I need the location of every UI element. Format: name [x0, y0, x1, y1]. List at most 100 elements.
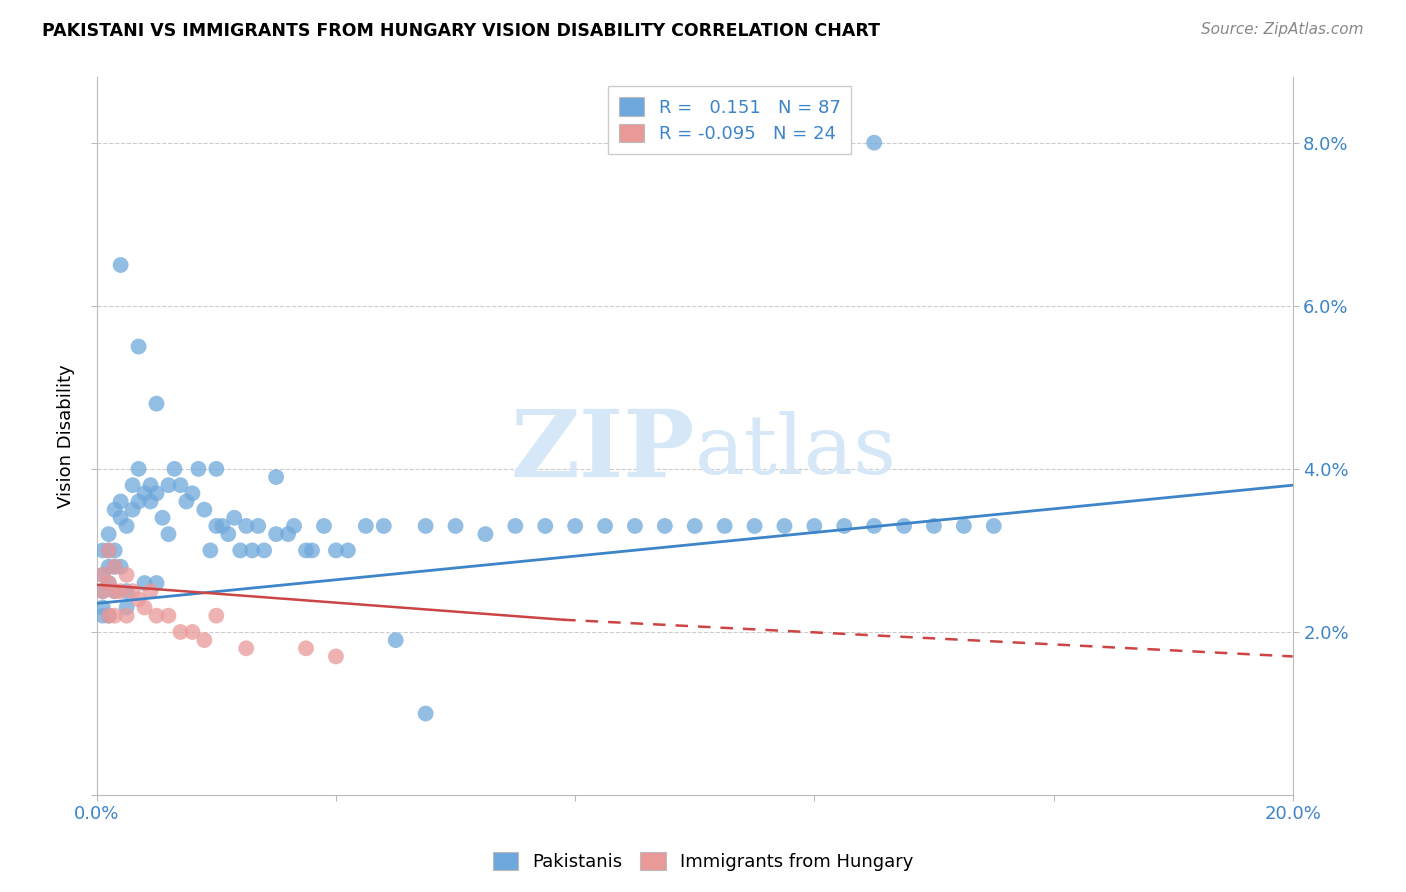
Point	[104, 608, 127, 623]
Point	[301, 543, 323, 558]
Point	[157, 478, 180, 492]
Point	[295, 641, 318, 656]
Point	[91, 600, 114, 615]
Point	[474, 527, 496, 541]
Point	[505, 519, 527, 533]
Point	[624, 519, 647, 533]
Point	[181, 624, 204, 639]
Point	[205, 462, 228, 476]
Legend: Pakistanis, Immigrants from Hungary: Pakistanis, Immigrants from Hungary	[485, 845, 921, 879]
Text: ZIP: ZIP	[510, 406, 695, 496]
Point	[863, 519, 886, 533]
Point	[115, 567, 138, 582]
Point	[277, 527, 299, 541]
Point	[104, 559, 127, 574]
Point	[354, 519, 377, 533]
Point	[139, 584, 162, 599]
Point	[115, 608, 138, 623]
Point	[193, 633, 215, 648]
Point	[104, 502, 127, 516]
Point	[713, 519, 735, 533]
Text: Source: ZipAtlas.com: Source: ZipAtlas.com	[1201, 22, 1364, 37]
Point	[152, 510, 174, 524]
Point	[863, 136, 886, 150]
Point	[145, 576, 167, 591]
Point	[134, 576, 156, 591]
Point	[229, 543, 252, 558]
Point	[104, 584, 127, 599]
Point	[115, 519, 138, 533]
Point	[336, 543, 359, 558]
Point	[97, 608, 120, 623]
Point	[110, 559, 132, 574]
Point	[205, 608, 228, 623]
Point	[115, 584, 138, 599]
Point	[169, 478, 191, 492]
Point	[181, 486, 204, 500]
Point	[91, 584, 114, 599]
Point	[110, 494, 132, 508]
Point	[240, 543, 263, 558]
Point	[139, 478, 162, 492]
Point	[121, 478, 143, 492]
Point	[145, 486, 167, 500]
Text: PAKISTANI VS IMMIGRANTS FROM HUNGARY VISION DISABILITY CORRELATION CHART: PAKISTANI VS IMMIGRANTS FROM HUNGARY VIS…	[42, 22, 880, 40]
Point	[683, 519, 706, 533]
Point	[247, 519, 270, 533]
Point	[91, 567, 114, 582]
Point	[97, 527, 120, 541]
Point	[325, 543, 347, 558]
Point	[312, 519, 335, 533]
Point	[205, 519, 228, 533]
Point	[235, 641, 257, 656]
Point	[264, 527, 287, 541]
Point	[128, 592, 150, 607]
Point	[91, 584, 114, 599]
Point	[534, 519, 557, 533]
Point	[983, 519, 1005, 533]
Point	[157, 608, 180, 623]
Point	[110, 584, 132, 599]
Point	[211, 519, 233, 533]
Point	[415, 706, 437, 721]
Point	[169, 624, 191, 639]
Point	[564, 519, 586, 533]
Point	[97, 576, 120, 591]
Point	[121, 502, 143, 516]
Point	[253, 543, 276, 558]
Point	[193, 502, 215, 516]
Point	[217, 527, 239, 541]
Point	[91, 608, 114, 623]
Point	[104, 543, 127, 558]
Point	[97, 576, 120, 591]
Point	[593, 519, 616, 533]
Point	[773, 519, 796, 533]
Point	[91, 567, 114, 582]
Point	[104, 559, 127, 574]
Point	[176, 494, 198, 508]
Legend: R =   0.151   N = 87, R = -0.095   N = 24: R = 0.151 N = 87, R = -0.095 N = 24	[607, 87, 852, 154]
Point	[803, 519, 825, 533]
Point	[145, 397, 167, 411]
Point	[832, 519, 855, 533]
Point	[373, 519, 395, 533]
Point	[654, 519, 676, 533]
Point	[415, 519, 437, 533]
Point	[235, 519, 257, 533]
Point	[104, 584, 127, 599]
Point	[953, 519, 976, 533]
Point	[139, 494, 162, 508]
Point	[163, 462, 186, 476]
Point	[325, 649, 347, 664]
Point	[97, 608, 120, 623]
Point	[110, 258, 132, 272]
Point	[384, 633, 406, 648]
Point	[128, 494, 150, 508]
Point	[97, 543, 120, 558]
Point	[922, 519, 945, 533]
Point	[444, 519, 467, 533]
Point	[744, 519, 766, 533]
Point	[145, 608, 167, 623]
Point	[264, 470, 287, 484]
Point	[115, 600, 138, 615]
